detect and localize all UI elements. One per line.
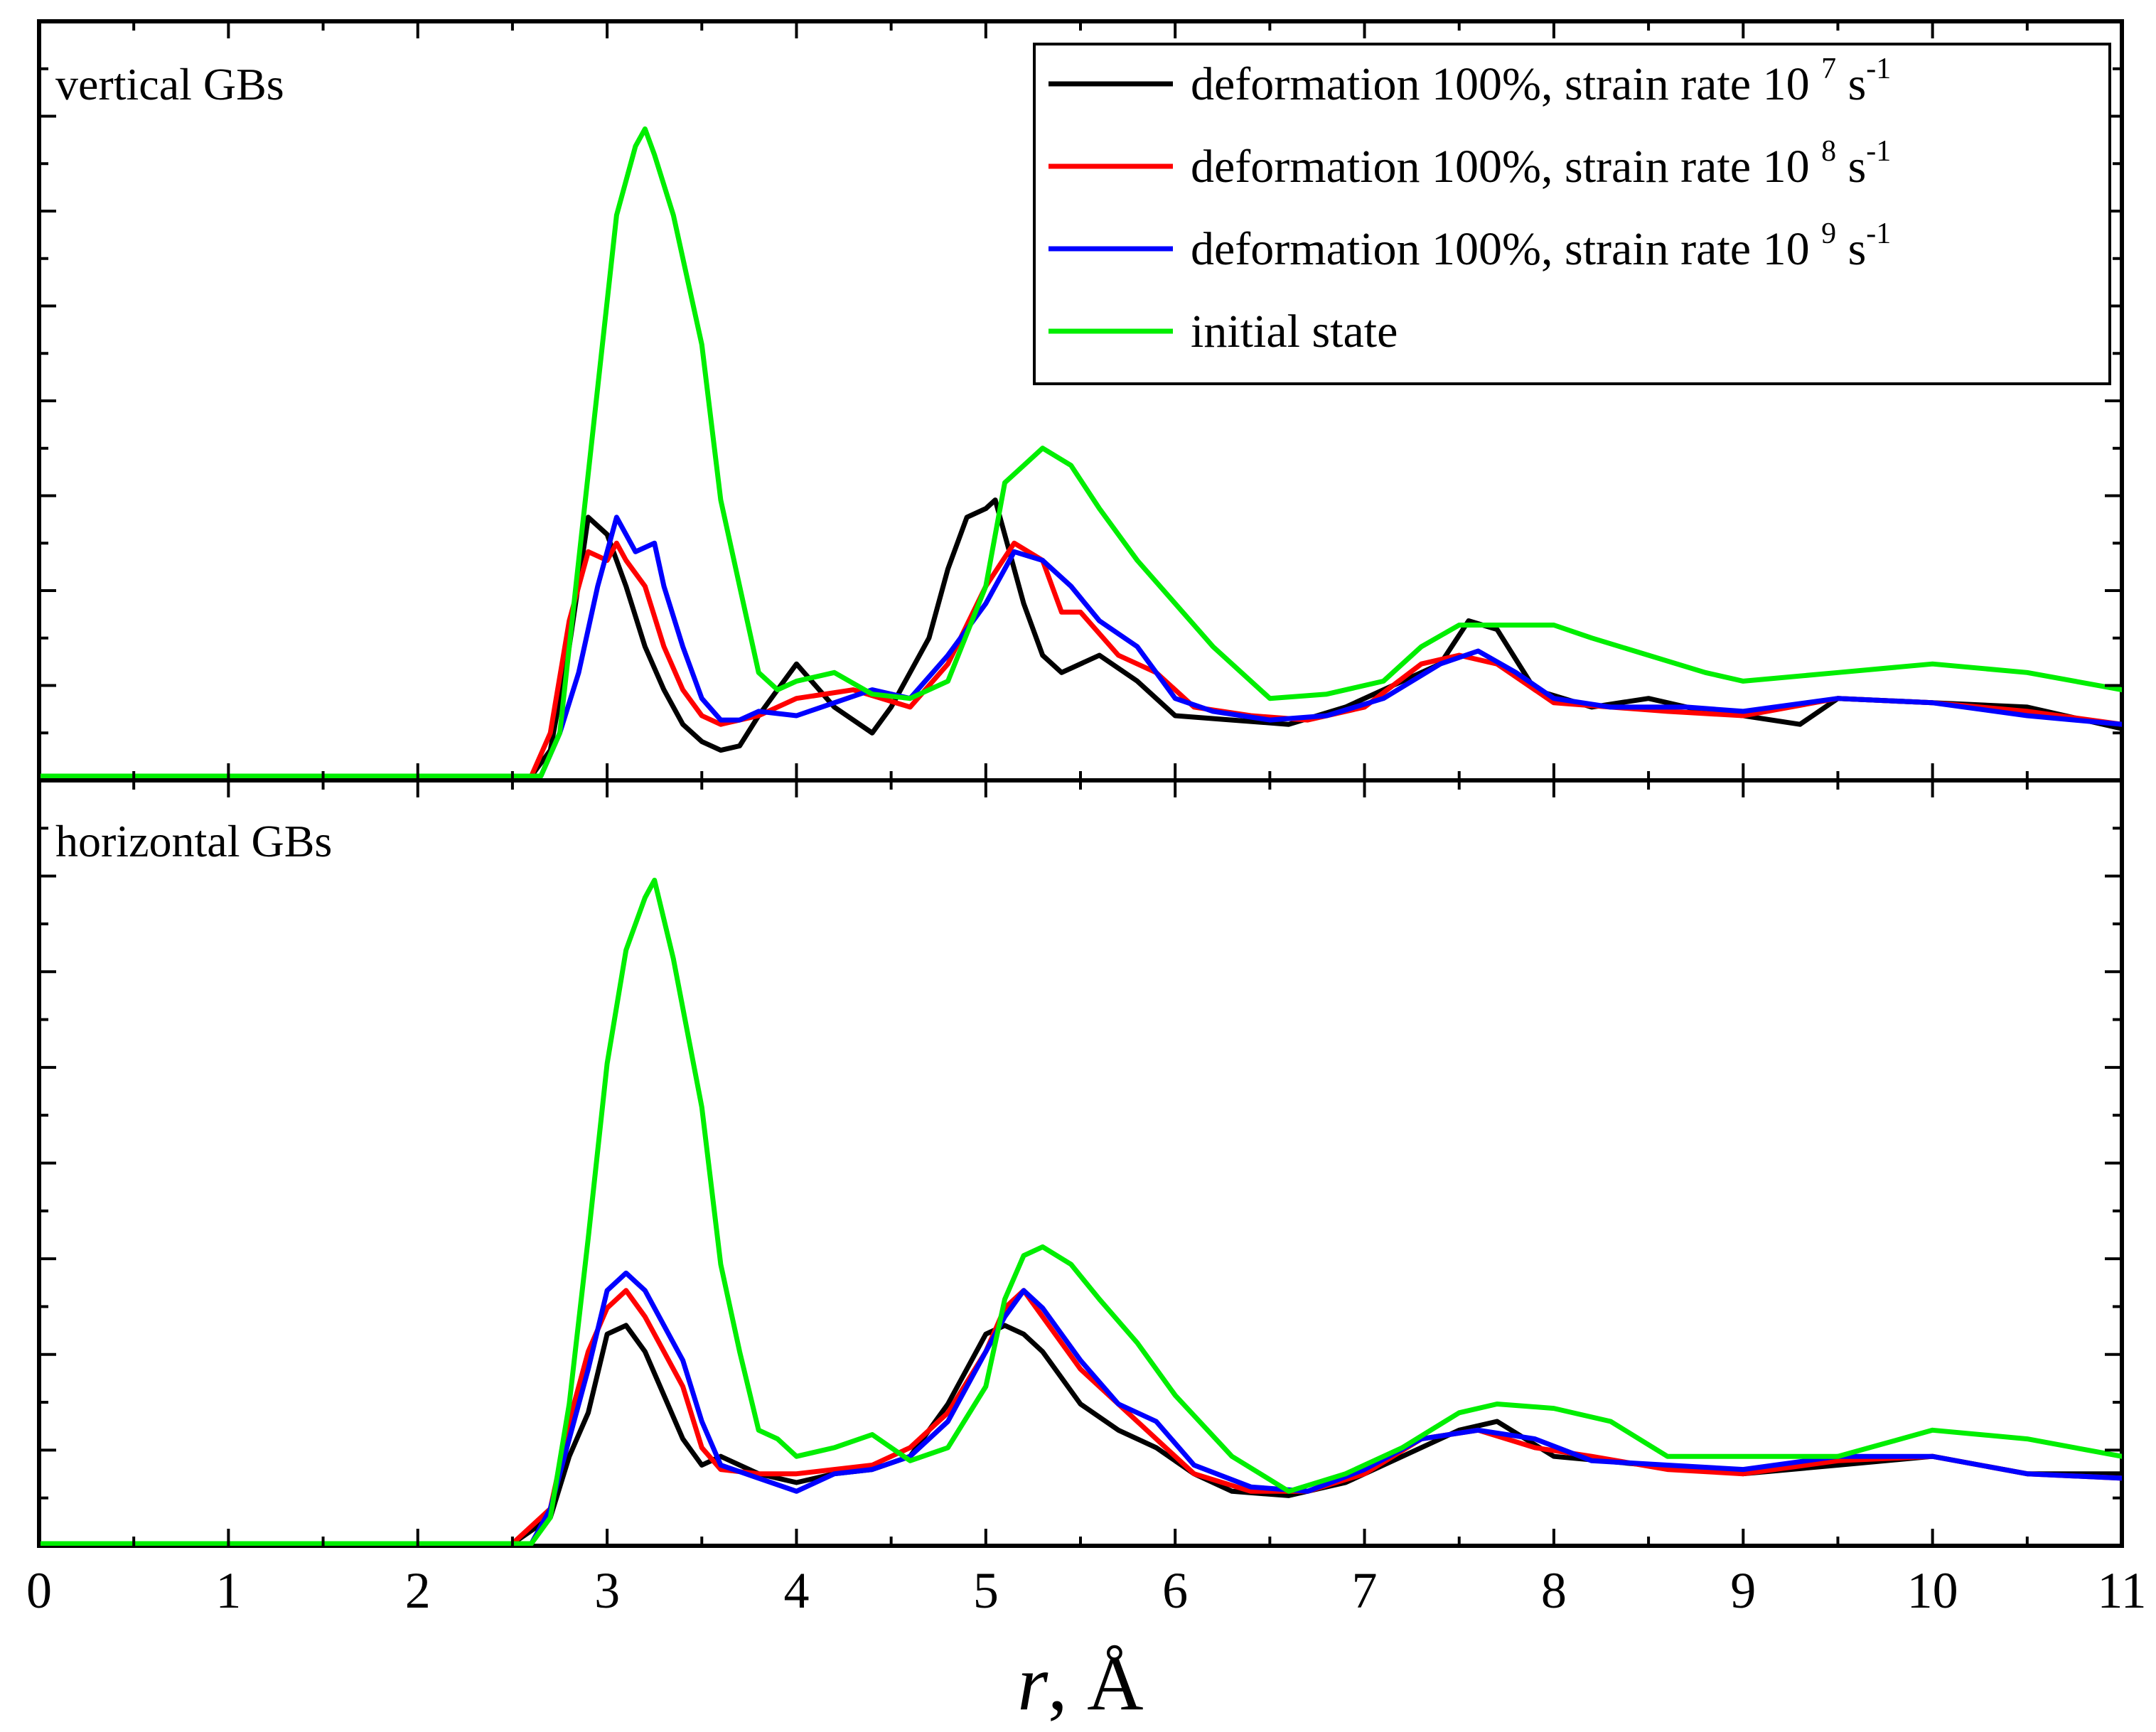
x-tick-labels: 0 1 2 3 4 5 6 7 8 9 10 11 xyxy=(26,1562,2147,1619)
bottom-panel-ticks xyxy=(38,780,2123,1546)
x-tick-label: 9 xyxy=(1730,1562,1756,1619)
x-tick-label: 6 xyxy=(1162,1562,1188,1619)
x-axis-title: r, Å xyxy=(1017,1640,1143,1726)
top-panel-title: vertical GBs xyxy=(55,59,284,109)
x-axis-unit: , Å xyxy=(1048,1640,1143,1726)
bottom-series-line-2 xyxy=(39,1270,2122,1546)
x-tick-label: 0 xyxy=(26,1562,52,1619)
x-axis-var: r xyxy=(1017,1640,1048,1726)
x-tick-label: 5 xyxy=(973,1562,999,1619)
x-tick-label: 8 xyxy=(1541,1562,1567,1619)
x-tick-label: 10 xyxy=(1907,1562,1958,1619)
x-tick-label: 7 xyxy=(1352,1562,1378,1619)
bottom-series-line-3 xyxy=(39,878,2122,1546)
legend-label-1: deformation 100%, strain rate 10 8 s-1 xyxy=(1191,135,1891,193)
legend-box xyxy=(1033,43,2111,385)
bottom-panel: horizontal GBs xyxy=(37,778,2124,1548)
x-tick-label: 3 xyxy=(594,1562,620,1619)
bottom-series-line-0 xyxy=(39,1323,2122,1546)
top-series-line-2 xyxy=(39,515,2122,779)
bottom-panel-title: horizontal GBs xyxy=(55,816,332,866)
legend-label-3: initial state xyxy=(1191,306,1398,357)
x-tick-label: 11 xyxy=(2097,1562,2146,1619)
top-series-line-1 xyxy=(39,540,2122,779)
x-tick-label: 1 xyxy=(215,1562,241,1619)
top-series-line-0 xyxy=(39,497,2122,779)
top-panel-ticks xyxy=(38,21,2123,780)
legend-label-2: deformation 100%, strain rate 10 9 s-1 xyxy=(1191,217,1891,275)
legend: deformation 100%, strain rate 10 7 s-1 de… xyxy=(1033,43,2111,385)
x-tick-label: 2 xyxy=(405,1562,431,1619)
legend-label-0: deformation 100%, strain rate 10 7 s-1 xyxy=(1191,53,1891,110)
x-tick-label: 4 xyxy=(783,1562,809,1619)
top-series-line-3 xyxy=(39,126,2122,779)
